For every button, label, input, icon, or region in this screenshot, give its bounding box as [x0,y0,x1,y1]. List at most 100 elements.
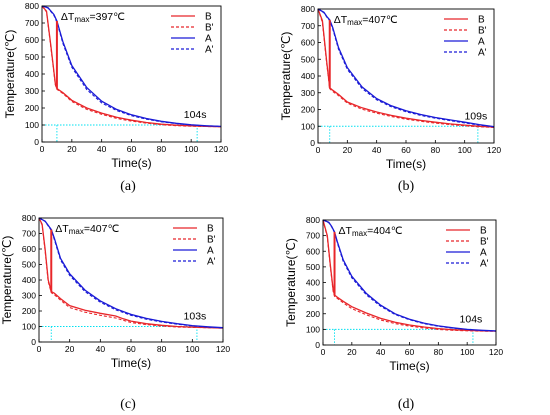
y-tick-label: 300 [306,293,320,303]
y-tick-label: 700 [25,18,39,28]
x-tick-label: 120 [216,344,230,354]
legend-label: B [478,15,485,26]
x-tick-label: 100 [458,145,472,155]
y-tick-label: 600 [306,246,320,256]
x-tick-label: 0 [316,145,321,155]
legend-label: A [478,37,485,48]
panel-caption: (b) [398,179,415,194]
x-tick-label: 20 [343,145,353,155]
annotation-prefix: ΔT [334,14,348,26]
x-tick-label: 20 [67,144,77,154]
x-axis-title: Time(s) [111,156,151,170]
annotation-prefix: ΔT [55,223,69,235]
y-tick-label: 700 [22,229,36,239]
annotation-value: =397℃ [89,11,125,23]
y-tick-label: 500 [22,260,36,270]
x-tick-label: 80 [157,144,167,154]
end-time-label: 104s [460,313,483,325]
annotation-sub: max [347,18,362,27]
series-line-A-prime [41,5,222,127]
x-tick-label: 80 [157,344,167,354]
legend-label: B [207,224,214,235]
y-tick-label: 100 [25,120,39,130]
x-tick-label: 40 [372,145,382,155]
x-tick-label: 120 [487,145,501,155]
y-axis-title: Temperature(℃) [284,238,298,327]
y-tick-label: 800 [22,213,36,223]
y-axis-title: Temperature(℃) [279,32,293,121]
x-tick-label: 40 [97,144,107,154]
legend-label: A' [205,45,214,56]
series-line-A [41,5,222,128]
annotation-sub: max [74,15,89,24]
legend-label: A' [478,48,487,59]
x-tick-label: 100 [184,144,198,154]
x-tick-label: 100 [185,344,199,354]
y-tick-label: 0 [31,337,36,347]
y-tick-label: 200 [301,105,315,115]
legend-label: B [205,12,212,23]
y-axis-title: Temperature(℃) [0,236,14,325]
y-tick-label: 100 [306,324,320,334]
delta-t-max-annotation: ΔTmax=407℃ [55,223,119,236]
y-tick-label: 700 [301,21,315,31]
legend-label: A' [480,259,489,270]
y-axis-title: Temperature(℃) [3,30,17,119]
delta-t-max-annotation: ΔTmax=397℃ [61,11,125,24]
annotation-prefix: ΔT [339,225,353,237]
series-line-A [317,8,495,128]
x-tick-label: 80 [434,347,444,357]
plot-frame [322,219,497,346]
y-tick-label: 600 [25,35,39,45]
y-tick-label: 800 [25,1,39,11]
panel-caption: (d) [398,397,415,412]
chart-panel-a: 0 20 40 60 80 100 120 0 100 200 300 400 500 600 700 800… [3,1,228,194]
y-tick-label: 300 [25,86,39,96]
end-time-label: 103s [184,311,207,323]
x-tick-label: 40 [376,347,386,357]
series-line-B-prime [41,5,222,128]
y-tick-label: 800 [301,4,315,14]
y-tick-label: 100 [301,121,315,131]
legend-label: A [205,34,212,45]
end-time-label: 109s [464,110,487,122]
annotation-prefix: ΔT [61,11,75,23]
y-tick-label: 500 [25,52,39,62]
y-tick-label: 100 [22,322,36,332]
delta-t-max-annotation: ΔTmax=404℃ [339,225,403,238]
x-tick-label: 0 [40,144,45,154]
legend-label: B' [207,235,216,246]
series-line-B-prime [322,219,497,332]
panel-caption: (c) [120,397,136,412]
chart-panel-b: 0 20 40 60 80 100 120 0 100 200 300 400 500 600 700 800… [279,4,501,194]
y-tick-label: 500 [306,262,320,272]
end-time-label: 104s [184,109,207,121]
x-axis-title: Time(s) [389,359,429,373]
legend-label: B' [480,237,489,248]
x-tick-label: 120 [489,347,503,357]
y-tick-label: 700 [306,231,320,241]
y-tick-label: 0 [315,340,320,350]
y-tick-label: 300 [22,291,36,301]
x-tick-label: 20 [65,344,75,354]
series-line-A-prime [317,8,495,128]
y-tick-label: 200 [22,306,36,316]
annotation-value: =407℃ [362,14,398,26]
y-tick-label: 800 [306,215,320,225]
x-tick-label: 100 [460,347,474,357]
annotation-value: =404℃ [367,225,403,237]
x-axis-title: Time(s) [386,157,426,171]
x-tick-label: 40 [96,344,106,354]
annotation-sub: max [352,229,367,238]
series-line-A-prime [38,217,224,329]
series-line-A-prime [322,219,497,332]
delta-t-max-annotation: ΔTmax=407℃ [334,14,398,27]
y-tick-label: 0 [310,138,315,148]
y-tick-label: 200 [25,103,39,113]
legend-label: A [207,246,214,257]
x-tick-label: 0 [37,344,42,354]
y-tick-label: 500 [301,54,315,64]
legend-label: A' [207,257,216,268]
chart-panel-d: 0 20 40 60 80 100 120 0 100 200 300 400 500 600 700 800… [284,215,503,412]
